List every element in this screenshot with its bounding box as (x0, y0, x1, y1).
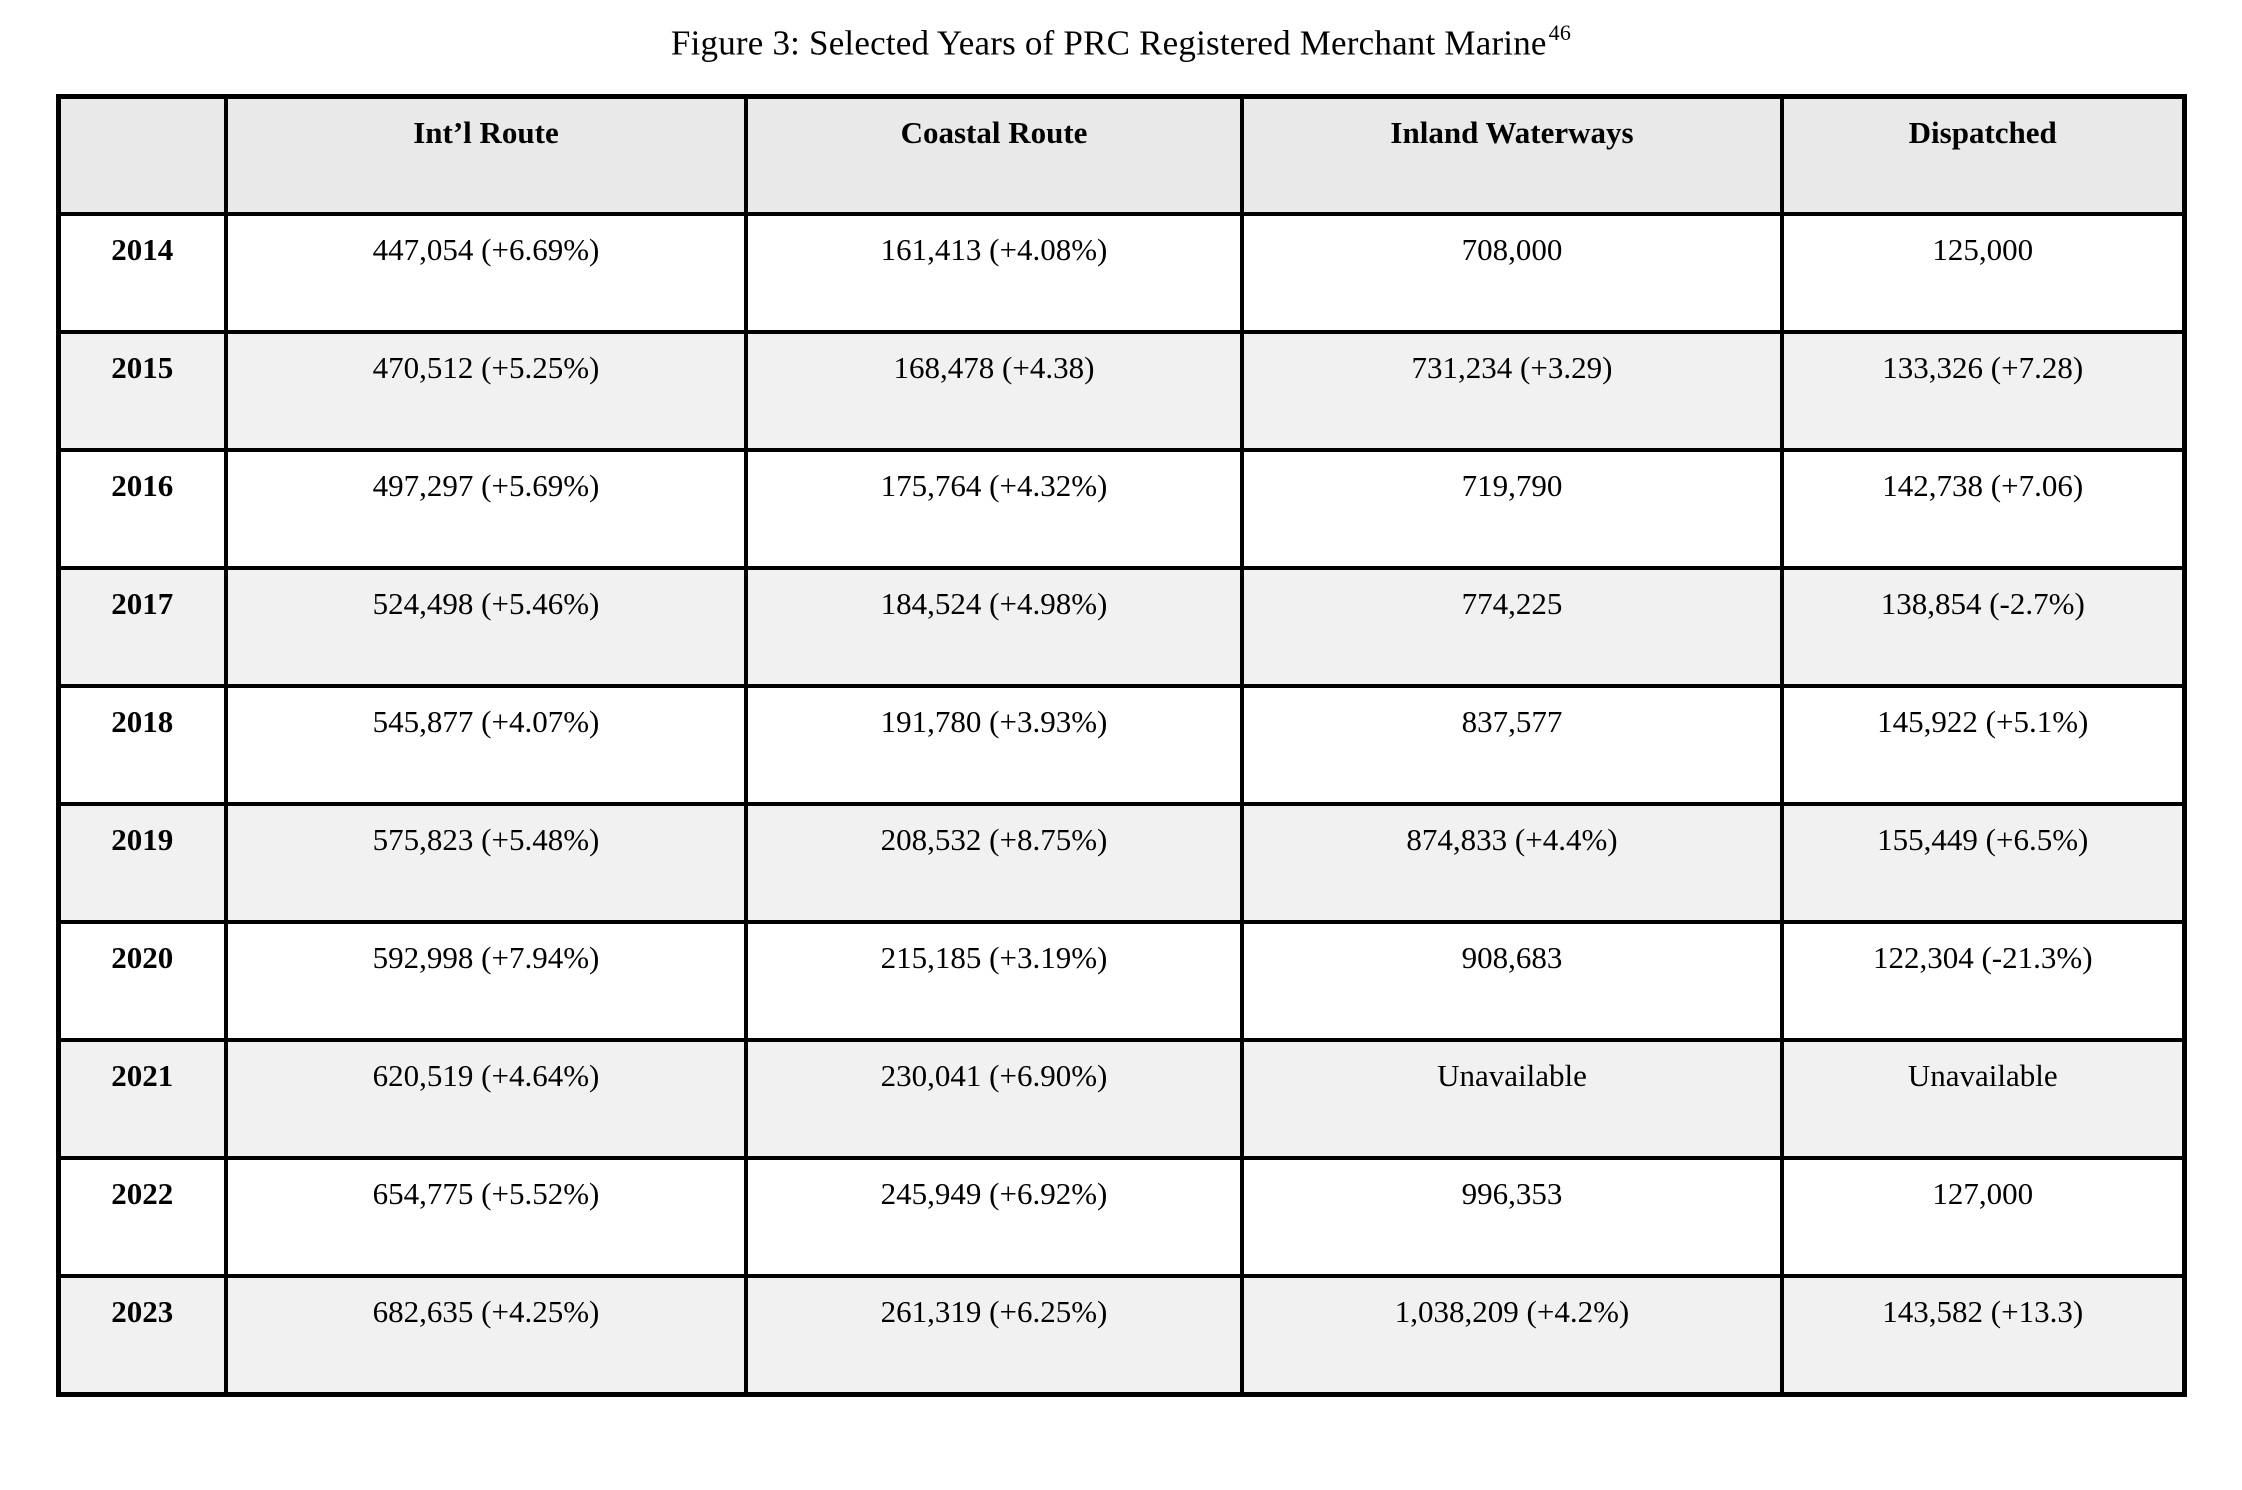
coastal-route-cell: 208,532 (+8.75%) (744, 802, 1244, 925)
intl-route-cell: 654,775 (+5.52%) (224, 1156, 748, 1279)
year-cell: 2023 (56, 1274, 228, 1397)
inland-waterways-cell: 708,000 (1240, 212, 1784, 335)
table-row-2014: 2014 447,054 (+6.69%) 161,413 (+4.08%) 7… (56, 212, 2186, 335)
intl-route-cell: 592,998 (+7.94%) (224, 920, 748, 1043)
inland-waterways-cell: 774,225 (1240, 566, 1784, 689)
inland-waterways-cell: Unavailable (1240, 1038, 1784, 1161)
coastal-route-cell: 161,413 (+4.08%) (744, 212, 1244, 335)
coastal-route-cell: 215,185 (+3.19%) (744, 920, 1244, 1043)
coastal-route-cell: 168,478 (+4.38) (744, 330, 1244, 453)
footnote-reference: 46 (1548, 20, 1572, 45)
dispatched-cell: 133,326 (+7.28) (1780, 330, 2186, 453)
year-cell: 2020 (56, 920, 228, 1043)
coastal-route-cell: 184,524 (+4.98%) (744, 566, 1244, 689)
dispatched-cell: 125,000 (1780, 212, 2186, 335)
inland-waterways-cell: 996,353 (1240, 1156, 1784, 1279)
header-row: Int’l Route Coastal Route Inland Waterwa… (56, 94, 2186, 217)
header-cell-coastal-route: Coastal Route (744, 94, 1244, 217)
year-cell: 2014 (56, 212, 228, 335)
coastal-route-cell: 261,319 (+6.25%) (744, 1274, 1244, 1397)
inland-waterways-cell: 719,790 (1240, 448, 1784, 571)
intl-route-cell: 682,635 (+4.25%) (224, 1274, 748, 1397)
header-cell-intl-route: Int’l Route (224, 94, 748, 217)
table-row-2018: 2018 545,877 (+4.07%) 191,780 (+3.93%) 8… (56, 684, 2186, 807)
year-cell: 2021 (56, 1038, 228, 1161)
table-row-2017: 2017 524,498 (+5.46%) 184,524 (+4.98%) 7… (56, 566, 2186, 689)
merchant-marine-table: Int’l Route Coastal Route Inland Waterwa… (55, 93, 2187, 1397)
table-row-2022: 2022 654,775 (+5.52%) 245,949 (+6.92%) 9… (56, 1156, 2186, 1279)
inland-waterways-cell: 731,234 (+3.29) (1240, 330, 1784, 453)
year-cell: 2016 (56, 448, 228, 571)
dispatched-cell: 127,000 (1780, 1156, 2186, 1279)
coastal-route-cell: 245,949 (+6.92%) (744, 1156, 1244, 1279)
intl-route-cell: 620,519 (+4.64%) (224, 1038, 748, 1161)
table-row-2023: 2023 682,635 (+4.25%) 261,319 (+6.25%) 1… (56, 1274, 2186, 1397)
dispatched-cell: 138,854 (-2.7%) (1780, 566, 2186, 689)
coastal-route-cell: 175,764 (+4.32%) (744, 448, 1244, 571)
intl-route-cell: 524,498 (+5.46%) (224, 566, 748, 689)
intl-route-cell: 545,877 (+4.07%) (224, 684, 748, 807)
intl-route-cell: 447,054 (+6.69%) (224, 212, 748, 335)
table-row-2020: 2020 592,998 (+7.94%) 215,185 (+3.19%) 9… (56, 920, 2186, 1043)
dispatched-cell: Unavailable (1780, 1038, 2186, 1161)
coastal-route-cell: 191,780 (+3.93%) (744, 684, 1244, 807)
year-cell: 2019 (56, 802, 228, 925)
header-cell-dispatched: Dispatched (1780, 94, 2186, 217)
year-cell: 2022 (56, 1156, 228, 1279)
intl-route-cell: 470,512 (+5.25%) (224, 330, 748, 453)
year-cell: 2018 (56, 684, 228, 807)
table-row-2021: 2021 620,519 (+4.64%) 230,041 (+6.90%) U… (56, 1038, 2186, 1161)
table-row-2016: 2016 497,297 (+5.69%) 175,764 (+4.32%) 7… (56, 448, 2186, 571)
inland-waterways-cell: 1,038,209 (+4.2%) (1240, 1274, 1784, 1397)
figure-title: Figure 3: Selected Years of PRC Register… (0, 0, 2242, 64)
intl-route-cell: 575,823 (+5.48%) (224, 802, 748, 925)
inland-waterways-cell: 874,833 (+4.4%) (1240, 802, 1784, 925)
inland-waterways-cell: 837,577 (1240, 684, 1784, 807)
dispatched-cell: 145,922 (+5.1%) (1780, 684, 2186, 807)
figure-title-text: Figure 3: Selected Years of PRC Register… (670, 23, 1547, 63)
table-row-2015: 2015 470,512 (+5.25%) 168,478 (+4.38) 73… (56, 330, 2186, 453)
dispatched-cell: 155,449 (+6.5%) (1780, 802, 2186, 925)
header-cell-corner (56, 94, 228, 217)
intl-route-cell: 497,297 (+5.69%) (224, 448, 748, 571)
inland-waterways-cell: 908,683 (1240, 920, 1784, 1043)
year-cell: 2017 (56, 566, 228, 689)
coastal-route-cell: 230,041 (+6.90%) (744, 1038, 1244, 1161)
dispatched-cell: 143,582 (+13.3) (1780, 1274, 2186, 1397)
year-cell: 2015 (56, 330, 228, 453)
header-cell-inland-waterways: Inland Waterways (1240, 94, 1784, 217)
dispatched-cell: 122,304 (-21.3%) (1780, 920, 2186, 1043)
dispatched-cell: 142,738 (+7.06) (1780, 448, 2186, 571)
table-row-2019: 2019 575,823 (+5.48%) 208,532 (+8.75%) 8… (56, 802, 2186, 925)
